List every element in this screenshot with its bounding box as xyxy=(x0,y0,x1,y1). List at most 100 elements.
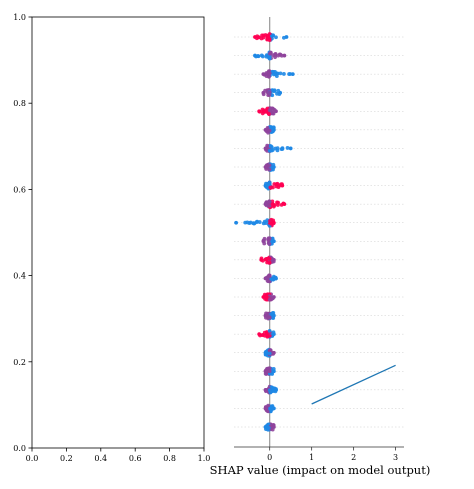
shap-feature-row xyxy=(263,384,278,395)
shap-point xyxy=(267,203,272,208)
left-x-tick-label: 0.8 xyxy=(163,454,176,463)
shap-point xyxy=(267,167,272,172)
shap-point xyxy=(263,387,268,392)
shap-point xyxy=(267,369,272,374)
left-y-tick-label: 0.2 xyxy=(13,358,26,367)
shap-point xyxy=(267,36,272,41)
shap-feature-row xyxy=(261,292,276,302)
shap-point xyxy=(275,148,280,153)
shap-point xyxy=(275,91,279,96)
shap-point xyxy=(267,260,272,265)
shap-point xyxy=(263,350,268,355)
shap-feature-row xyxy=(257,106,278,117)
left-x-tick-label: 0.6 xyxy=(129,454,142,463)
shap-x-tick-label: 1 xyxy=(309,453,314,462)
shap-point xyxy=(264,294,269,299)
left-y-tick-label: 0.8 xyxy=(13,99,26,108)
shap-point xyxy=(253,35,257,39)
shap-point xyxy=(271,369,276,374)
shap-point xyxy=(282,202,287,207)
shap-point xyxy=(267,71,272,76)
shap-point xyxy=(273,52,278,56)
shap-point xyxy=(259,257,264,262)
shap-point xyxy=(274,35,278,40)
shap-point xyxy=(271,127,276,132)
shap-point xyxy=(274,276,278,281)
left-y-tick-label: 0.0 xyxy=(13,444,26,453)
shap-point xyxy=(267,297,272,302)
shap-feature-row xyxy=(263,199,287,210)
shap-point xyxy=(267,90,272,95)
shap-point xyxy=(263,202,268,207)
shap-point xyxy=(265,143,270,148)
shap-feature-row xyxy=(261,88,283,98)
shap-point xyxy=(257,220,262,224)
shap-feature-row xyxy=(263,162,276,172)
shap-point xyxy=(234,220,239,225)
shap-point xyxy=(263,406,268,411)
left-y-ticks: 0.0 0.2 0.4 0.6 0.8 1.0 xyxy=(13,13,32,453)
shap-feature-row xyxy=(257,329,276,339)
shap-point xyxy=(263,108,268,113)
shap-feature-row xyxy=(263,180,285,191)
shap-point xyxy=(263,425,268,429)
shap-point xyxy=(259,53,264,58)
shap-point xyxy=(263,146,268,151)
shap-point xyxy=(267,274,272,279)
shap-feature-row xyxy=(253,50,287,61)
shap-point xyxy=(288,146,293,151)
shap-point xyxy=(267,56,272,61)
left-x-tick-label: 0.0 xyxy=(26,454,39,463)
shap-point xyxy=(266,237,271,242)
shap-point xyxy=(271,239,276,244)
shap-point xyxy=(260,111,265,116)
shap-point xyxy=(274,109,278,114)
shap-point xyxy=(287,72,292,76)
shap-row-gridlines xyxy=(234,36,404,428)
left-y-tick-label: 0.4 xyxy=(13,272,26,281)
shap-point xyxy=(285,146,290,150)
shap-point xyxy=(278,90,283,95)
shap-feature-row xyxy=(263,143,293,154)
shap-point xyxy=(262,219,267,224)
shap-point xyxy=(268,50,273,55)
shap-point xyxy=(271,406,276,411)
left-x-tick-label: 1.0 xyxy=(198,454,211,463)
shap-point xyxy=(275,203,280,207)
shap-point xyxy=(253,53,257,58)
shap-point xyxy=(243,220,248,225)
shap-point xyxy=(271,313,276,318)
shap-x-axis-label: SHAP value (impact on model output) xyxy=(210,463,431,477)
shap-point xyxy=(278,71,283,76)
shap-point xyxy=(267,200,272,204)
shap-point xyxy=(261,239,266,244)
shap-point xyxy=(267,351,272,356)
shap-x-tick-label: 2 xyxy=(351,453,356,462)
left-y-tick-label: 0.6 xyxy=(13,185,26,194)
shap-point xyxy=(257,332,262,337)
shap-point xyxy=(267,74,271,79)
shap-point xyxy=(266,112,271,116)
shap-point xyxy=(267,315,272,320)
shap-feature-row xyxy=(259,255,276,265)
shap-x-ticks: 0 1 2 3 xyxy=(267,447,398,462)
shap-feature-row xyxy=(234,217,276,228)
shap-feature-row xyxy=(263,366,276,377)
shap-point xyxy=(263,369,268,374)
shap-point xyxy=(268,144,273,148)
shap-point xyxy=(272,89,277,94)
shap-point xyxy=(271,332,276,337)
shap-point xyxy=(271,257,276,262)
shap-feature-row xyxy=(263,403,276,414)
shap-feature-row xyxy=(263,347,276,358)
shap-point xyxy=(267,148,272,153)
shap-point xyxy=(265,334,270,339)
shap-point xyxy=(280,183,285,188)
shap-feature-row xyxy=(263,310,276,321)
left-x-tick-label: 0.4 xyxy=(94,454,107,463)
shap-point xyxy=(271,165,276,169)
shap-point xyxy=(260,33,264,38)
shap-point xyxy=(267,108,272,112)
shap-feature-row xyxy=(261,236,276,246)
